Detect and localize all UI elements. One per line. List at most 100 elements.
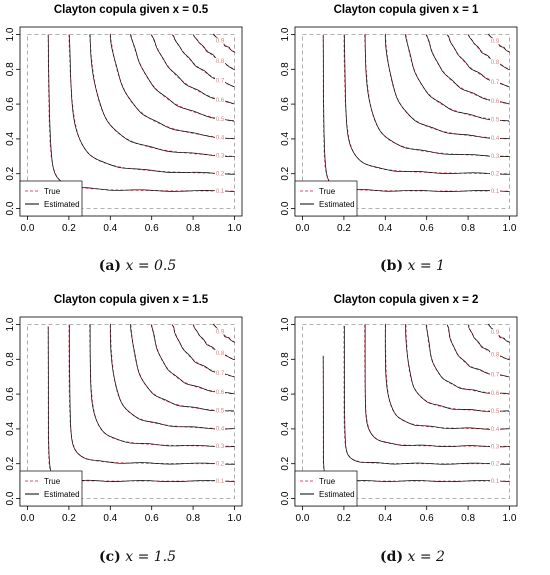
estimated-contour xyxy=(405,34,510,122)
y-tick-label: 1.0 xyxy=(5,27,16,41)
level-label-bg xyxy=(215,460,226,467)
x-tick-label: 0.2 xyxy=(337,223,351,234)
panel-b: Clayton copula given x = 1 0.0 0.2 0.4 0.6 0.… xyxy=(275,0,550,285)
true-contour xyxy=(130,324,235,412)
contour-level-label: 0.1 xyxy=(491,479,500,485)
y-tick-label: 0.4 xyxy=(5,422,16,436)
level-label-bg xyxy=(490,78,501,85)
contour-plot-d: Clayton copula given x = 2 0.0 0.2 0.4 0.6 0.… xyxy=(280,294,518,524)
true-contour xyxy=(343,34,510,175)
estimated-contour xyxy=(405,324,510,412)
estimated-contour xyxy=(109,323,235,430)
contour-plot-c: Clayton copula given x = 1.5 0.0 0.2 0.4 0.6… xyxy=(5,294,243,524)
level-label-bg xyxy=(215,115,226,122)
y-tick-label: 0.4 xyxy=(5,132,16,146)
y-tick-label: 0.6 xyxy=(5,387,16,401)
true-contour xyxy=(109,34,235,140)
estimated-contour xyxy=(193,324,236,361)
estimated-contour xyxy=(89,34,236,157)
estimated-contour xyxy=(130,34,235,122)
x-tick-label: 0.4 xyxy=(103,223,117,234)
contour-plot-a: Clayton copula given x = 0.5 0.0 0.2 0.4 0.6… xyxy=(5,4,243,234)
estimated-contour xyxy=(344,326,511,465)
panel-title: Clayton copula given x = 0.5 xyxy=(54,4,209,16)
plot-frame xyxy=(19,316,243,507)
y-tick-label: 0.4 xyxy=(280,132,291,146)
x-tick-label: 0.6 xyxy=(420,223,434,234)
level-label-bg xyxy=(490,152,501,159)
true-contour xyxy=(384,34,510,140)
legend-box xyxy=(294,180,358,217)
level-label-bg xyxy=(490,135,501,142)
true-contour xyxy=(446,34,510,88)
level-label-bg xyxy=(490,98,501,105)
contour-lines xyxy=(322,33,511,192)
plot-frame xyxy=(294,316,518,507)
y-tick-label: 0.0 xyxy=(5,201,16,215)
legend-box xyxy=(294,470,358,507)
contour-level-label: 0.1 xyxy=(491,189,500,195)
y-tick-label: 0.8 xyxy=(5,352,16,366)
level-label-bg xyxy=(215,349,226,356)
x-tick-label: 0.4 xyxy=(378,513,392,524)
contour-level-label: 0.3 xyxy=(216,444,225,450)
estimated-contour xyxy=(193,34,236,71)
estimated-contour xyxy=(150,324,235,395)
level-label-bg xyxy=(215,152,226,159)
contour-level-label: 0.6 xyxy=(216,390,225,396)
x-tick-label: 0.6 xyxy=(420,513,434,524)
estimated-contour xyxy=(47,35,235,192)
true-contour xyxy=(467,324,510,360)
panel-d: Clayton copula given x = 2 0.0 0.2 0.4 0.6 0.… xyxy=(275,290,550,575)
estimated-contour xyxy=(322,35,510,192)
true-contour xyxy=(364,324,510,447)
level-label-bg xyxy=(490,443,501,450)
contour-level-label: 0.7 xyxy=(491,80,500,86)
estimated-contour xyxy=(172,324,235,378)
level-label-bg xyxy=(490,351,501,358)
contour-level-label: 0.4 xyxy=(491,427,500,433)
panel-title: Clayton copula given x = 2 xyxy=(334,294,479,306)
contour-level-label: 0.4 xyxy=(216,135,225,141)
level-label-bg xyxy=(215,57,226,64)
estimated-contour xyxy=(172,34,235,88)
true-contour xyxy=(171,324,235,378)
legend-label: Estimated xyxy=(44,200,80,209)
contour-level-label: 0.6 xyxy=(216,98,225,104)
y-tick-label: 0.0 xyxy=(280,201,291,215)
caption-a-math: x = 0.5 xyxy=(125,258,177,274)
level-label-bg xyxy=(490,116,501,123)
x-tick-label: 1.0 xyxy=(503,513,517,524)
legend-label: Estimated xyxy=(44,490,80,499)
true-contour xyxy=(47,326,235,482)
level-label-bg xyxy=(215,188,226,195)
caption-a: (a) x = 0.5 xyxy=(0,258,275,274)
estimated-contour xyxy=(69,34,236,175)
estimated-contour xyxy=(425,34,510,105)
level-label-bg xyxy=(215,37,226,44)
y-tick-label: 0.6 xyxy=(280,387,291,401)
y-tick-label: 1.0 xyxy=(5,317,16,331)
true-contour xyxy=(151,34,235,105)
level-label-bg xyxy=(490,371,501,378)
level-label-bg xyxy=(215,170,226,177)
level-label-bg xyxy=(215,425,226,432)
contour-level-label: 0.5 xyxy=(491,409,500,415)
plot-frame xyxy=(294,26,518,217)
panel-title: Clayton copula given x = 1.5 xyxy=(54,294,209,306)
contour-level-label: 0.9 xyxy=(216,39,225,45)
caption-c-math: x = 1.5 xyxy=(125,549,177,565)
contour-level-label: 0.1 xyxy=(216,189,225,195)
level-label-bg xyxy=(490,390,501,397)
panel-a: Clayton copula given x = 0.5 0.0 0.2 0.4 0.6… xyxy=(0,0,275,285)
contour-level-label: 0.9 xyxy=(491,39,500,45)
legend-label: True xyxy=(44,187,61,196)
y-tick-label: 1.0 xyxy=(280,27,291,41)
estimated-contour xyxy=(364,324,511,448)
y-tick-label: 0.4 xyxy=(280,422,291,436)
level-label-bg xyxy=(215,478,226,485)
true-contour xyxy=(343,325,510,465)
caption-c-label: (c) xyxy=(98,549,121,565)
true-contour xyxy=(192,34,235,70)
contour-level-label: 0.2 xyxy=(216,462,225,468)
